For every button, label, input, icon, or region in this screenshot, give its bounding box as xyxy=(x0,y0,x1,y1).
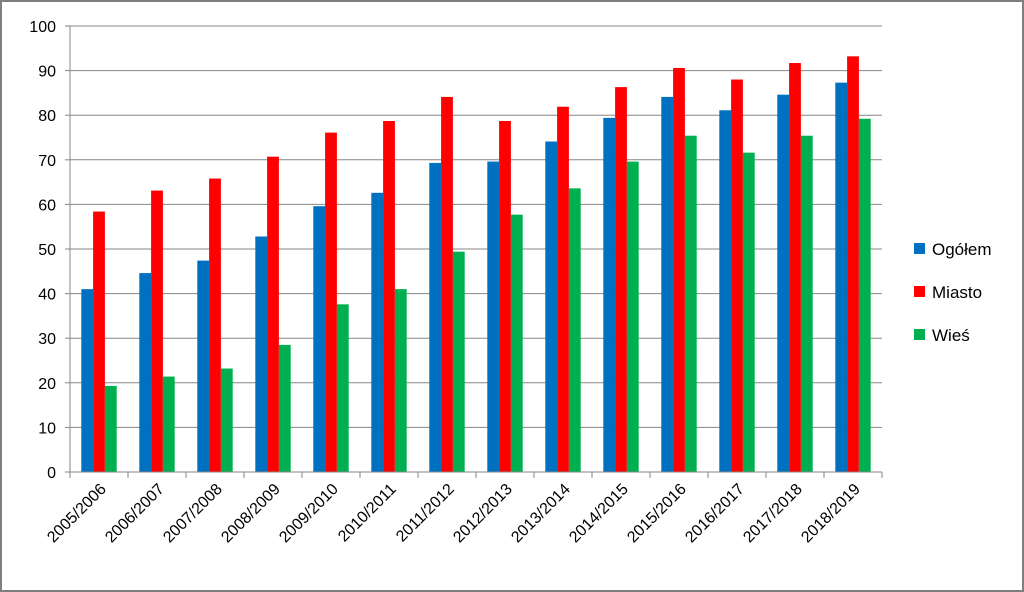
x-tick-label: 2012/2013 xyxy=(450,481,516,547)
legend-label: Miasto xyxy=(932,283,982,302)
bar xyxy=(835,82,848,472)
bar xyxy=(209,178,221,473)
y-tick-label: 100 xyxy=(29,19,56,36)
x-tick-label: 2005/2006 xyxy=(44,481,110,547)
legend-label: Wieś xyxy=(932,326,970,345)
bar xyxy=(557,106,569,472)
bar xyxy=(499,120,511,473)
y-tick-label: 60 xyxy=(38,197,56,214)
y-tick-label: 50 xyxy=(38,242,56,259)
y-tick-label: 20 xyxy=(38,376,56,393)
legend-swatch xyxy=(914,329,925,340)
bars xyxy=(81,56,871,473)
x-tick-label: 2014/2015 xyxy=(566,481,632,547)
bar xyxy=(336,304,349,472)
bar xyxy=(661,96,674,472)
bar xyxy=(325,132,337,472)
bar xyxy=(742,152,755,472)
bar xyxy=(383,120,395,473)
x-tick-label: 2006/2007 xyxy=(102,481,168,547)
bar xyxy=(255,236,268,472)
bar xyxy=(162,376,175,472)
bar xyxy=(267,156,279,473)
bar xyxy=(81,289,94,472)
x-tick-label: 2010/2011 xyxy=(335,481,400,546)
bar xyxy=(673,67,685,472)
y-tick-label: 40 xyxy=(38,287,56,304)
bar xyxy=(487,161,500,473)
x-tick-label: 2011/2012 xyxy=(393,481,458,546)
bar xyxy=(452,251,465,472)
bar xyxy=(93,211,105,472)
x-tick-label: 2017/2018 xyxy=(740,481,806,547)
x-tick-label: 2009/2010 xyxy=(276,481,342,547)
bar xyxy=(789,63,801,472)
bar xyxy=(278,344,291,472)
x-tick-label: 2015/2016 xyxy=(624,481,690,547)
bar xyxy=(800,135,813,472)
y-tick-labels: 0 10 20 30 40 50 60 70 80 90 100 xyxy=(29,19,56,482)
x-tick-label: 2016/2017 xyxy=(682,481,748,547)
bar xyxy=(313,206,326,472)
bar xyxy=(510,214,523,472)
bar xyxy=(139,273,152,472)
legend: Ogółem Miasto Wieś xyxy=(914,240,992,345)
bar xyxy=(441,96,453,472)
x-tick-labels: 2005/20062006/20072007/20082008/20092009… xyxy=(44,481,864,547)
y-tick-label: 80 xyxy=(38,108,56,125)
bar xyxy=(626,161,639,473)
bar xyxy=(394,289,407,472)
bar xyxy=(777,94,790,473)
bar xyxy=(568,188,581,472)
y-tick-label: 70 xyxy=(38,153,56,170)
legend-swatch xyxy=(914,286,925,297)
axes xyxy=(65,25,883,478)
y-tick-label: 30 xyxy=(38,331,56,348)
bar xyxy=(545,141,558,472)
y-tick-label: 10 xyxy=(38,420,56,437)
bar xyxy=(220,368,233,472)
gridlines xyxy=(70,25,882,428)
bar xyxy=(151,190,163,472)
x-tick-label: 2007/2008 xyxy=(160,481,226,547)
bar xyxy=(719,110,732,472)
bar xyxy=(603,117,616,472)
x-tick-label: 2018/2019 xyxy=(798,481,864,547)
bar xyxy=(104,385,117,472)
bar xyxy=(858,118,871,472)
y-tick-label: 0 xyxy=(47,465,56,482)
legend-label: Ogółem xyxy=(932,240,992,259)
bar xyxy=(197,260,210,472)
bar xyxy=(731,79,743,473)
bar xyxy=(684,135,697,472)
x-tick-label: 2008/2009 xyxy=(218,481,284,547)
bar xyxy=(429,162,442,472)
bar xyxy=(615,87,627,473)
bar xyxy=(371,192,384,472)
legend-swatch xyxy=(914,243,925,254)
y-tick-label: 90 xyxy=(38,64,56,81)
x-tick-label: 2013/2014 xyxy=(508,481,574,547)
bar xyxy=(847,56,859,472)
